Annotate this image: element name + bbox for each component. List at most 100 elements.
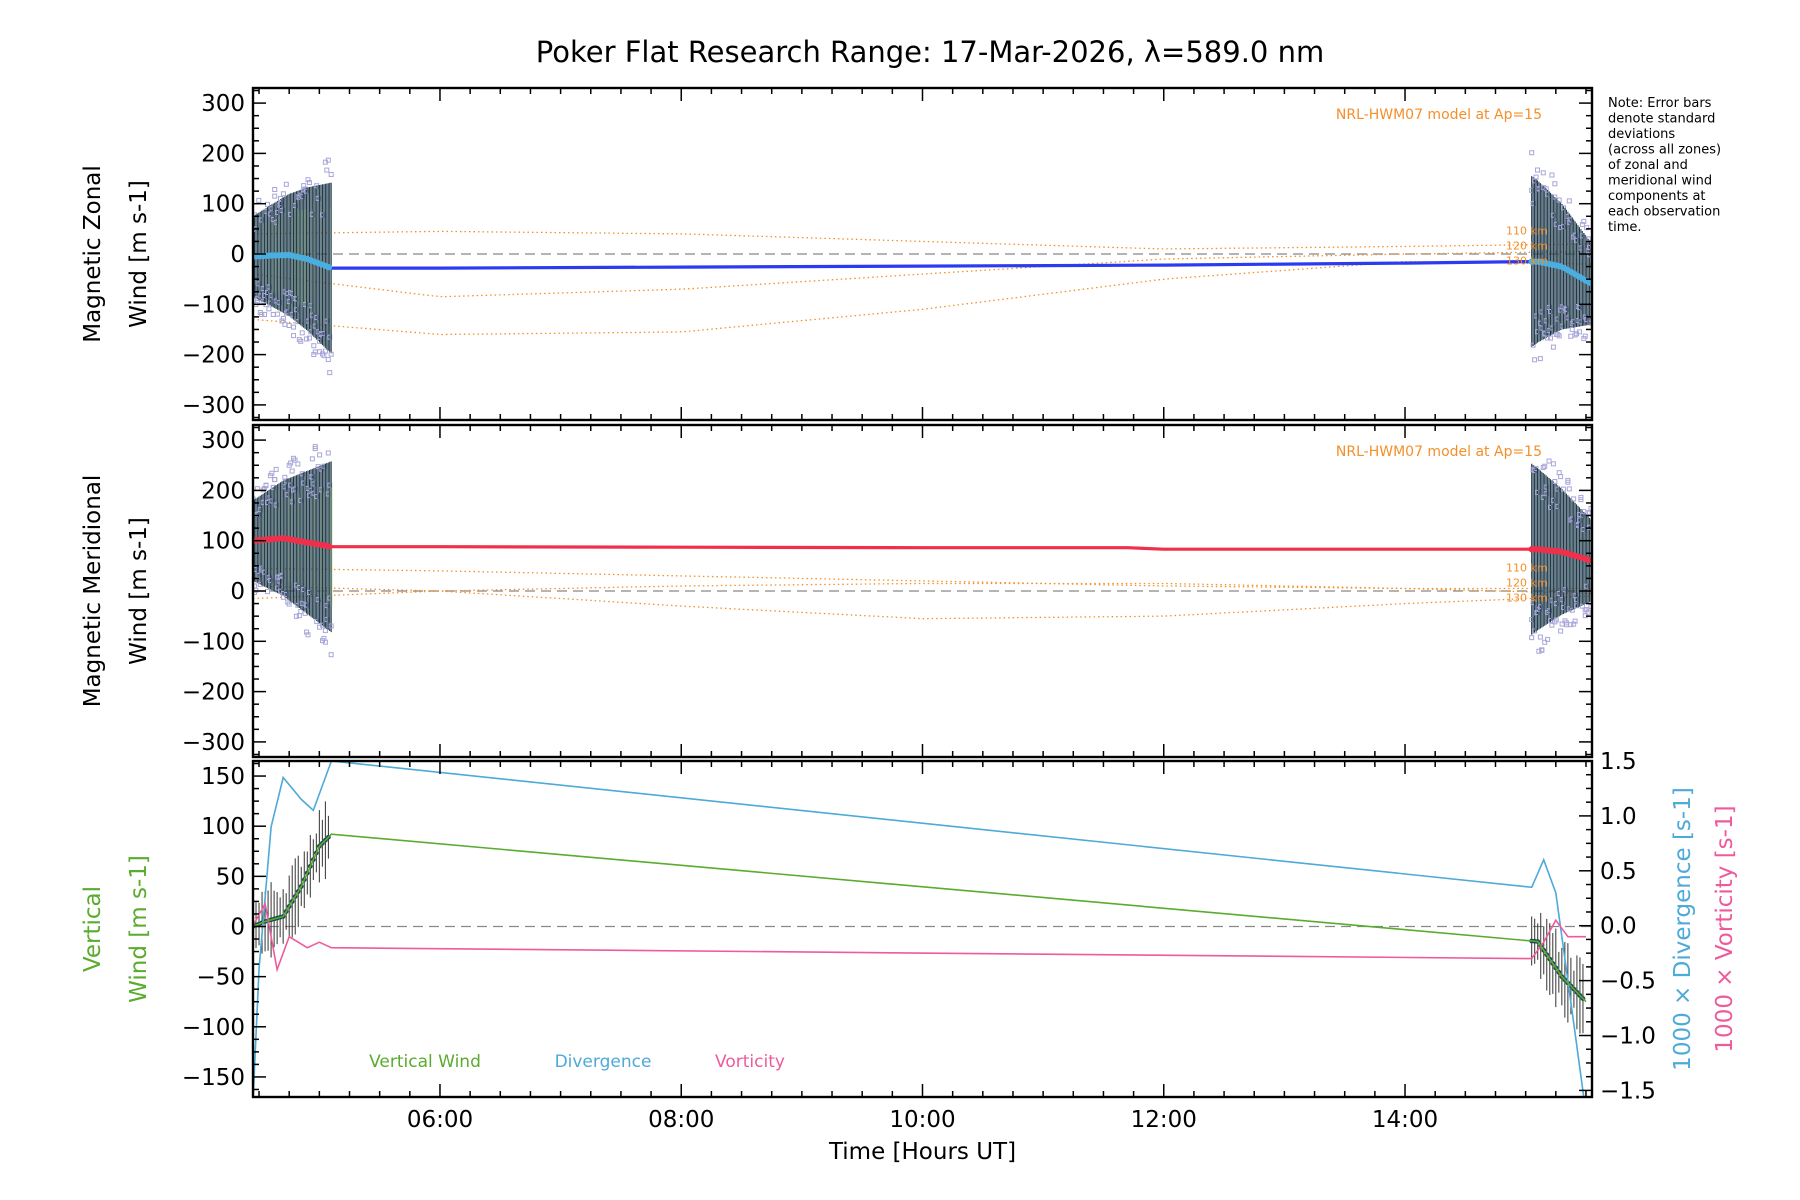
zone-point xyxy=(1532,628,1538,634)
zone-point xyxy=(328,171,334,177)
y-tick-label: 100 xyxy=(201,529,245,555)
zone-point xyxy=(1566,606,1572,612)
zone-point xyxy=(272,193,278,199)
y-tick-label: 100 xyxy=(201,192,245,218)
zone-point xyxy=(254,511,260,517)
y-tick-label: 0 xyxy=(230,579,245,605)
zone-point xyxy=(304,188,310,194)
vorticity-axis-label: 1000 × Vorticity [s-1] xyxy=(1712,805,1738,1052)
zone-point xyxy=(1575,318,1581,324)
zone-point xyxy=(299,471,305,477)
wind-marker xyxy=(1586,279,1592,286)
zone-point xyxy=(299,330,305,336)
zone-point xyxy=(1533,313,1539,319)
zone-point xyxy=(267,211,273,217)
zone-point xyxy=(1582,333,1588,339)
zone-point xyxy=(1545,636,1551,642)
zone-point xyxy=(317,338,323,344)
zone-point xyxy=(1550,497,1556,503)
zone-point xyxy=(269,498,275,504)
zone-point xyxy=(1562,587,1568,593)
zone-point xyxy=(1555,503,1561,509)
zone-point xyxy=(308,487,314,493)
zone-point xyxy=(328,623,334,629)
legend-vorticity: Vorticity xyxy=(715,1052,785,1072)
zone-point xyxy=(273,466,279,472)
zone-point xyxy=(322,639,328,645)
model-alt-label: 130 km xyxy=(1506,254,1548,267)
zone-point xyxy=(1569,516,1575,522)
zone-point xyxy=(1559,597,1565,603)
zone-point xyxy=(312,349,318,355)
legend-divergence: Divergence xyxy=(555,1052,652,1072)
zone-point xyxy=(1534,489,1540,495)
note-line: components at xyxy=(1608,189,1706,204)
vorticity-line xyxy=(253,901,1586,973)
zone-point xyxy=(285,492,291,498)
zone-point xyxy=(1537,320,1543,326)
y-tick-label: −300 xyxy=(182,393,245,419)
zone-point xyxy=(1555,486,1561,492)
zone-point xyxy=(263,208,269,214)
zone-point xyxy=(260,298,266,304)
zone-point xyxy=(298,338,304,344)
zone-point xyxy=(1568,517,1574,523)
zone-point xyxy=(325,450,331,456)
note-line: meridional wind xyxy=(1608,174,1712,189)
zone-point xyxy=(1581,527,1587,533)
zone-point xyxy=(301,587,307,593)
note-line: Note: Error bars xyxy=(1608,96,1712,111)
zone-point xyxy=(1540,494,1546,500)
panels: 110 km 120 km 130 km NRL-HWM07 model at Ap=… xyxy=(80,86,1738,1165)
y2-tick-label: 1.5 xyxy=(1600,749,1637,775)
zone-point xyxy=(292,457,298,463)
zone-point xyxy=(308,329,314,335)
zone-point xyxy=(272,186,278,192)
zone-point xyxy=(1539,309,1545,315)
y-tick-label: −50 xyxy=(196,965,245,991)
model-line-120km xyxy=(253,250,1592,298)
zone-point xyxy=(1584,583,1590,589)
zone-point xyxy=(1578,245,1584,251)
zone-point xyxy=(266,284,272,290)
zone-point xyxy=(254,296,260,302)
zone-point xyxy=(1565,479,1571,485)
zone-point xyxy=(267,578,273,584)
zone-point xyxy=(257,507,263,513)
zone-point xyxy=(263,482,269,488)
zone-point xyxy=(324,603,330,609)
zone-point xyxy=(1543,318,1549,324)
zone-point xyxy=(270,311,276,317)
zone-point xyxy=(1552,194,1558,200)
zone-point xyxy=(1562,305,1568,311)
model-line-130km xyxy=(253,585,1592,620)
zone-point xyxy=(1561,486,1567,492)
zone-point xyxy=(1549,597,1555,603)
model-label: NRL-HWM07 model at Ap=15 xyxy=(1336,107,1542,123)
zone-point xyxy=(283,181,289,187)
zone-point xyxy=(1565,213,1571,219)
zone-point xyxy=(1558,628,1564,634)
zone-point xyxy=(1584,607,1590,613)
zone-point xyxy=(262,311,268,317)
note-line: each observation xyxy=(1608,205,1720,220)
zone-point xyxy=(1550,212,1556,218)
y2-tick-label: −0.5 xyxy=(1600,969,1656,995)
zone-point xyxy=(257,581,263,587)
zone-point xyxy=(1556,590,1562,596)
zone-point xyxy=(319,212,325,218)
zone-point xyxy=(267,300,273,306)
zone-point xyxy=(327,334,333,340)
zone-point xyxy=(1549,622,1555,628)
note-line: deviations xyxy=(1608,127,1675,142)
zone-point xyxy=(1546,328,1552,334)
zone-point xyxy=(289,499,295,505)
note-line: time. xyxy=(1608,220,1642,235)
zone-point xyxy=(295,319,301,325)
zone-point xyxy=(321,331,327,337)
zone-point xyxy=(1559,323,1565,329)
zone-point xyxy=(1558,474,1564,480)
zone-point xyxy=(275,585,281,591)
zone-point xyxy=(1543,186,1549,192)
